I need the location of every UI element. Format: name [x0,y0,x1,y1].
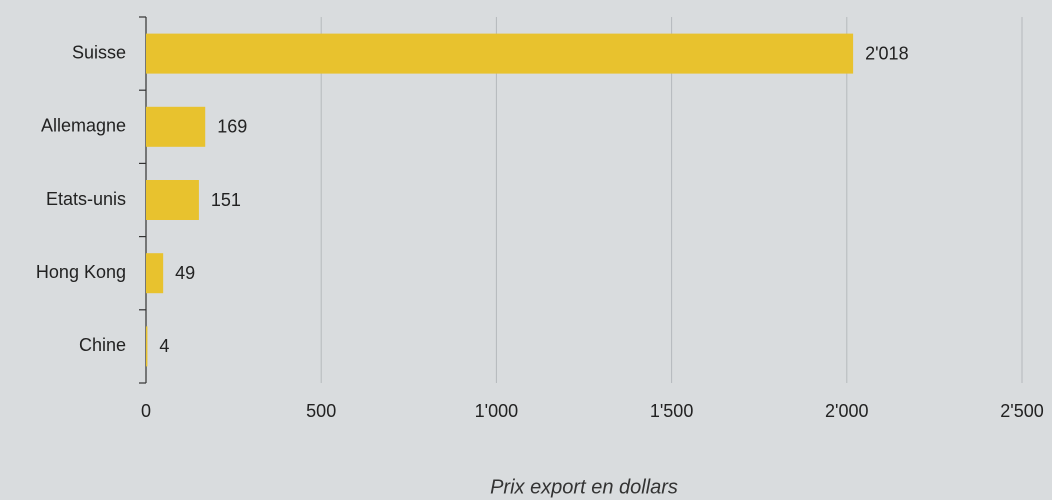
x-tick-label: 1'000 [475,401,518,421]
bar [146,253,164,294]
value-label: 151 [211,190,241,210]
bar [146,180,199,220]
value-label: 2'018 [865,43,908,63]
x-tick-label: 500 [306,401,336,421]
x-axis-title: Prix export en dollars [490,476,678,498]
value-label: 169 [217,117,247,137]
value-label: 4 [159,336,169,356]
value-label: 49 [175,263,195,283]
bar [146,106,206,147]
bar [146,33,854,74]
x-tick-label: 1'500 [650,401,693,421]
y-tick-label: Suisse [72,42,126,62]
y-tick-label: Hong Kong [36,262,126,282]
y-tick-label: Allemagne [41,116,126,136]
x-tick-label: 0 [141,401,151,421]
x-tick-label: 2'500 [1000,401,1043,421]
y-tick-label: Etats-unis [46,189,126,209]
x-tick-label: 2'000 [825,401,868,421]
bar [146,326,148,367]
y-tick-label: Chine [79,335,126,355]
